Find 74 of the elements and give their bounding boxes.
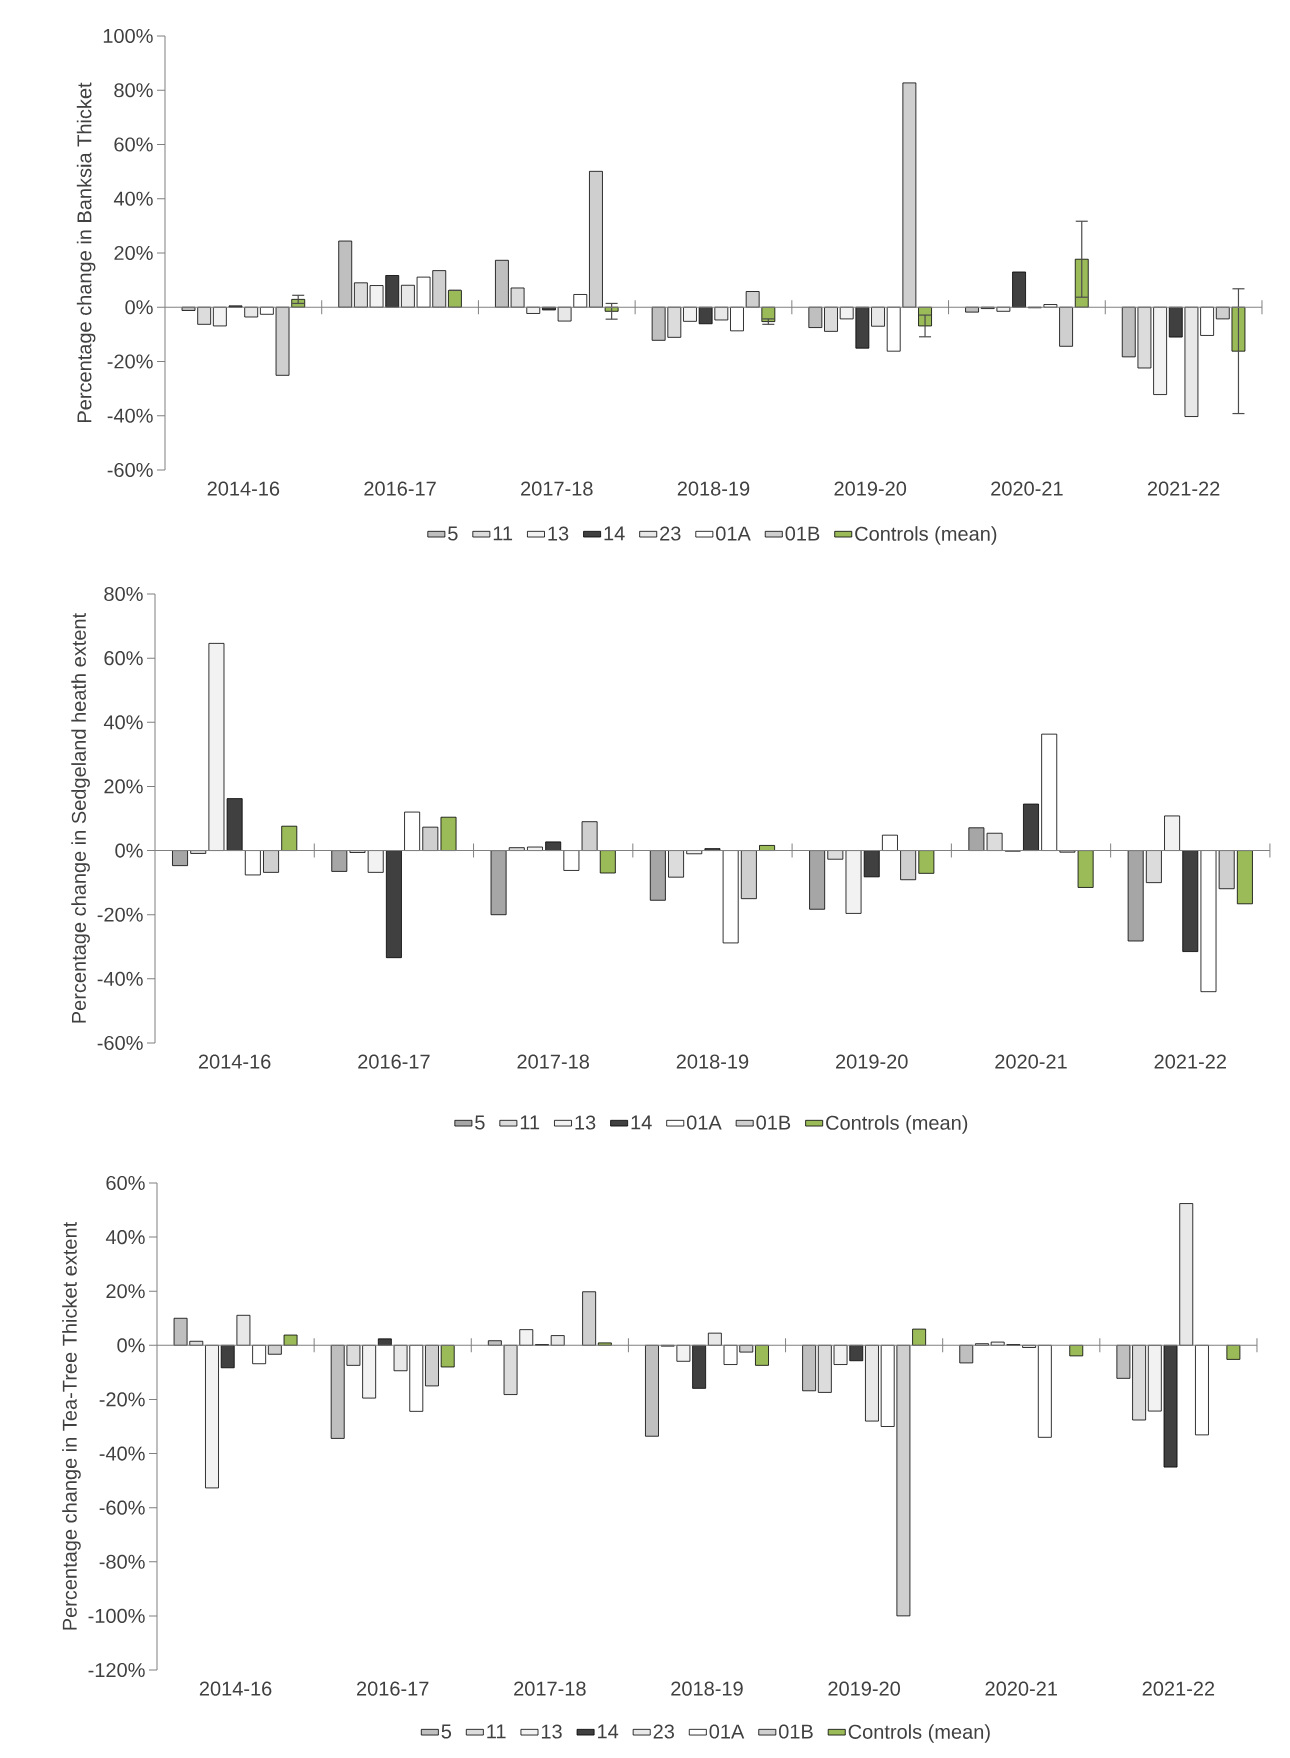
x-tick-label: 2020-21 (995, 1054, 1067, 1069)
legend-label: 13 (575, 1115, 596, 1130)
x-tick-label: 2018-19 (671, 1681, 743, 1696)
y-tick-label: -40% (99, 1446, 145, 1461)
x-tick-label: 2019-20 (836, 1054, 908, 1069)
legend-label: 5 (448, 526, 458, 541)
x-tick-label: 2014-16 (198, 1054, 271, 1069)
legend-label: 01A (709, 1724, 745, 1739)
legend-label: 13 (548, 526, 569, 541)
x-tick-label: 2016-17 (357, 1681, 429, 1696)
legend-label: 14 (604, 526, 625, 541)
x-tick-label: 2016-17 (364, 481, 436, 496)
legend-label: 11 (520, 1115, 540, 1130)
x-tick-label: 2014-16 (207, 481, 280, 496)
legend-label: 14 (631, 1115, 652, 1130)
legend-label: 01B (779, 1724, 813, 1739)
y-axis-title: Percentage change in Tea-Tree Thicket extent (62, 1221, 81, 1630)
y-tick-label: 20% (114, 245, 153, 261)
x-tick-label: 2021-22 (1147, 481, 1220, 496)
x-tick-label: 2014-16 (199, 1681, 272, 1696)
legend-label: Controls (mean) (826, 1115, 968, 1134)
y-axis-title: Percentage change in Banksia Thicket (76, 82, 96, 422)
y-tick-label: 40% (103, 715, 143, 730)
x-tick-label: 2017-18 (514, 1681, 586, 1696)
legend-label: 11 (493, 526, 513, 541)
y-tick-label: -60% (99, 1500, 145, 1515)
y-tick-label: -20% (107, 354, 153, 369)
y-tick-label: -60% (97, 1035, 143, 1051)
y-tick-label: 60% (114, 137, 153, 152)
x-tick-label: 2019-20 (834, 481, 907, 496)
y-tick-label: 100% (103, 28, 153, 44)
legend-label: Controls (mean) (855, 526, 997, 545)
y-tick-label: 20% (106, 1284, 145, 1299)
y-tick-label: 0% (115, 843, 143, 858)
x-tick-label: 2018-19 (676, 1054, 749, 1069)
x-tick-label: 2018-19 (677, 481, 750, 496)
x-tick-label: 2021-22 (1142, 1681, 1215, 1696)
y-axis-title: Percentage change in Sedgeland heath extent (71, 613, 90, 1023)
x-tick-label: 2016-17 (358, 1054, 430, 1069)
y-tick-label: 60% (106, 1175, 145, 1191)
y-tick-label: -40% (97, 971, 143, 986)
x-tick-label: 2021-22 (1154, 1054, 1226, 1069)
legend-label: 23 (653, 1724, 674, 1739)
x-tick-label: 2020-21 (985, 1681, 1057, 1696)
y-tick-label: -60% (107, 462, 153, 478)
y-tick-label: -120% (88, 1662, 145, 1678)
x-tick-label: 2020-21 (991, 481, 1063, 496)
legend-label: 01B (785, 526, 820, 541)
y-tick-label: -20% (99, 1392, 145, 1407)
y-tick-label: -20% (97, 907, 143, 922)
y-tick-label: 80% (104, 586, 143, 602)
y-tick-label: 0% (117, 1338, 145, 1353)
legend-label: 11 (487, 1724, 506, 1739)
y-tick-label: 80% (114, 83, 153, 98)
y-tick-label: -40% (107, 408, 153, 423)
y-tick-label: -80% (99, 1554, 145, 1569)
legend-label: 01B (756, 1115, 791, 1130)
legend-label: 5 (475, 1115, 485, 1130)
legend-label: 01A (716, 526, 751, 541)
legend-label: 23 (660, 526, 681, 541)
legend-label: 13 (541, 1724, 562, 1739)
y-tick-label: 40% (105, 1230, 145, 1245)
x-tick-label: 2019-20 (828, 1681, 901, 1696)
y-tick-label: 20% (104, 779, 143, 794)
legend-label: 5 (441, 1724, 452, 1739)
y-tick-label: 0% (125, 300, 153, 315)
legend-label: 14 (598, 1724, 619, 1739)
y-tick-label: 40% (113, 191, 153, 206)
x-tick-label: 2017-18 (521, 481, 593, 496)
x-tick-label: 2017-18 (517, 1054, 589, 1069)
y-tick-label: 60% (104, 651, 143, 666)
legend-label: Controls (mean) (848, 1724, 990, 1743)
legend-label: 01A (686, 1115, 722, 1130)
y-tick-label: -100% (88, 1608, 145, 1623)
